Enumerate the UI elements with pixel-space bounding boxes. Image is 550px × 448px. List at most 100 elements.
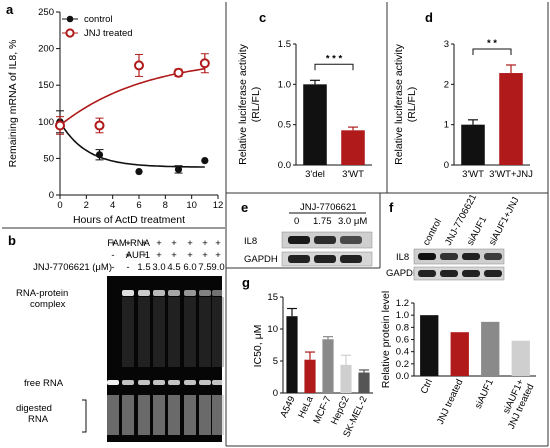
chart-d-x-tick-label: 3'WT: [462, 169, 484, 180]
a-x-tick-label: 8: [163, 200, 168, 211]
b-smear: [199, 297, 211, 367]
b-band-complex: [212, 290, 224, 296]
chart-d-y-tick-label: 0: [444, 160, 449, 171]
a-x-tick-label: 2: [84, 200, 89, 211]
b-conc-label: 3.0: [152, 262, 165, 273]
b-sign-fam: +: [110, 238, 116, 249]
chart-c-y-tick-label: 1.5: [278, 39, 291, 50]
panel-label-d: d: [425, 10, 433, 25]
label-free-rna: free RNA: [24, 378, 64, 389]
chart-c-sig-stars: * * *: [326, 53, 343, 64]
chart-f-y-tick-label: 1.0: [396, 310, 409, 321]
b-sign-fam: +: [171, 238, 177, 249]
b-band-digested: [212, 395, 224, 435]
blot-f-row-gapdh: GAPDH: [386, 268, 420, 279]
chart-f-x-tick-label: JNJ treated: [435, 378, 465, 427]
blot-e-row-il8: IL8: [244, 236, 257, 247]
a-y-tick-label: 200: [38, 44, 54, 55]
b-conc-label: 9.0: [211, 262, 224, 273]
b-smear: [122, 297, 134, 367]
b-sign-fam: +: [202, 238, 208, 249]
b-smear: [212, 297, 224, 367]
chart-f-bar: [450, 332, 469, 376]
a-point-control: [201, 156, 209, 165]
chart-g-x-tick-label: A549: [278, 395, 297, 420]
chart-c-x-tick-label: 3'del: [305, 169, 325, 180]
b-sign-auf1: +: [187, 250, 193, 261]
chart-d-y-tick-label: 2: [444, 79, 449, 90]
blot-f-row-il8: IL8: [396, 252, 409, 263]
blot-f-il8-band-4: [484, 253, 502, 260]
blot-e-conc-0: 0: [294, 216, 299, 227]
b-sign-auf1: -: [111, 250, 114, 261]
chart-f-bar: [420, 315, 439, 376]
chart-f-y-label: Relative protein level: [380, 291, 392, 388]
label-digested-2: RNA: [28, 414, 49, 425]
chart-g-y-tick-label: 0: [273, 388, 278, 399]
chart-f: 0.00.20.40.6 0.81.01.2 Ctrl JNJ treated siAU…: [380, 291, 536, 431]
blot-f-il8-strip: [413, 248, 505, 265]
b-band-free: [138, 380, 150, 385]
blot-f-lane-label: control: [421, 217, 444, 247]
b-smear: [184, 297, 196, 367]
chart-g-y-tick-label: 5: [273, 356, 278, 367]
panel-label-e: e: [241, 200, 248, 215]
a-fit-treated: [59, 67, 205, 127]
panel-b: FAM-RNA AUF1 JNJ-7706621 (μM) + + + + + + + +- +…: [16, 238, 225, 442]
b-sign-auf1: +: [215, 250, 221, 261]
chart-g-bar: [322, 339, 334, 393]
blot-f-il8-band-2: [440, 253, 458, 260]
blot-f-il8-band-1: [418, 253, 436, 260]
a-point-treated: [94, 120, 105, 131]
a-y-tick-label: 50: [43, 153, 54, 164]
blot-e-title: JNJ-7706621: [300, 202, 357, 213]
digested-bracket: [82, 399, 87, 433]
b-conc-label: 4.5: [167, 262, 180, 273]
b-band-free: [153, 380, 165, 385]
b-sign-fam: +: [125, 238, 131, 249]
chart-f-y-tick-label: 0.6: [396, 335, 409, 346]
b-band-free: [184, 380, 196, 385]
label-rna-protein: RNA-protein complex: [16, 288, 71, 310]
chart-f-x-tick-label: siAUF1: [473, 378, 496, 411]
blot-e-conc-2: 3.0 μM: [338, 216, 367, 227]
blot-e-gapdh-band-2: [314, 255, 336, 263]
chart-d-y-tick-label: 3: [444, 39, 449, 50]
blot-f-il8-band-3: [462, 253, 480, 260]
b-conc-label: 6.0: [183, 262, 196, 273]
b-band-digested: [168, 395, 180, 435]
label-rna-protein-2: complex: [30, 299, 66, 310]
blot-f-gapdh-band-3: [462, 270, 480, 277]
label-digested-rna: digested RNA: [16, 403, 55, 425]
a-x-tick-label: 6: [136, 200, 141, 211]
label-rna-protein-1: RNA-protein: [16, 288, 68, 299]
blot-f-gapdh-band-2: [440, 270, 458, 277]
blot-f-lane-label: siAUF1+JNJ: [487, 195, 522, 247]
b-band-free: [168, 380, 180, 385]
b-sign-fam: +: [141, 238, 147, 249]
chart-d: 0 1 2 3 3'WT 3'WT+JNJ * * Relative luciferase a…: [393, 38, 533, 180]
a-legend-label-treated: JNJ treated: [84, 28, 133, 39]
b-smear: [153, 297, 165, 367]
label-digested-1: digested: [16, 403, 52, 414]
panel-label-f: f: [389, 200, 394, 215]
panel-b-signs: + + + + + + + +- + + + + + + +- -1.5 3.0 4.5 6.0 7.5 9.0: [110, 238, 224, 273]
b-sign-fam: +: [187, 238, 193, 249]
b-conc-label: 1.5: [137, 262, 150, 273]
blot-e-conc-1: 1.75: [313, 216, 332, 227]
b-band-complex: [153, 290, 165, 296]
chart-d-bar: [499, 73, 523, 165]
b-sign-jnj: -: [111, 262, 114, 273]
blot-e-gapdh-band-1: [288, 255, 310, 263]
chart-f-y-tick-label: 0.8: [396, 322, 409, 333]
chart-f-x-tick-label-line: Ctrl: [419, 378, 435, 396]
chart-f-x-tick-label: Ctrl: [419, 378, 435, 396]
panel-e: JNJ-7706621 0 1.75 3.0 μM IL8 GAPDH: [244, 202, 373, 267]
a-y-tick-label: 250: [38, 7, 54, 18]
chart-d-y-tick-label: 1: [444, 120, 449, 131]
a-point-treated: [173, 67, 184, 78]
a-point-treated: [134, 60, 144, 71]
